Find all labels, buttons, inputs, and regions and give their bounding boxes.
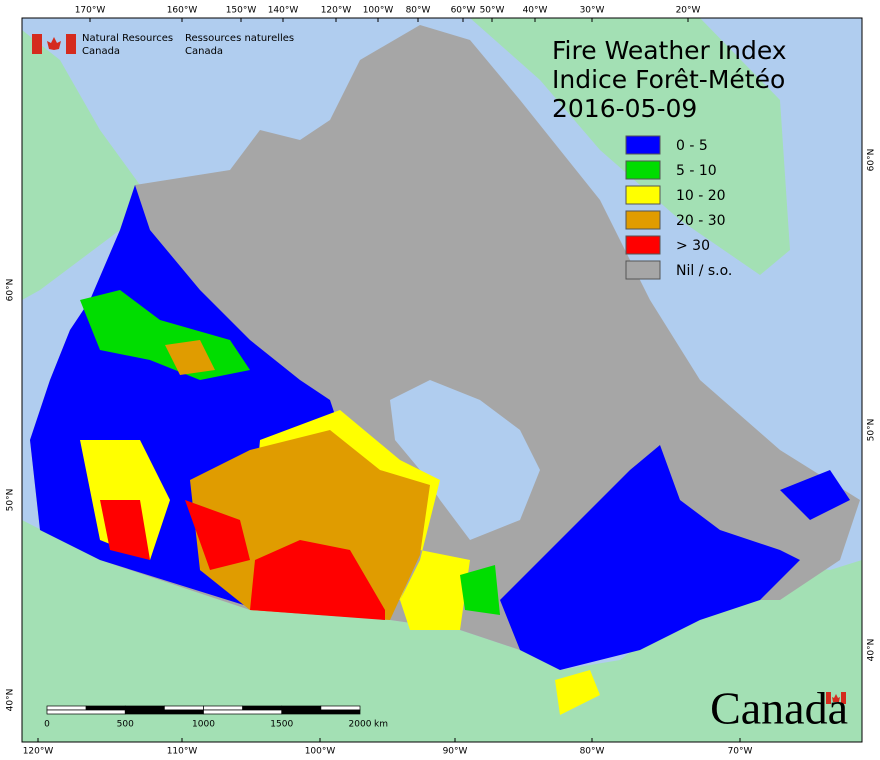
bottom-label: 100°W [305,747,336,757]
title-fr: Indice Forêt-Météo [552,65,785,94]
top-label: 100°W [363,6,394,16]
fwi-10-20-south-on [555,670,600,715]
usa [22,520,862,742]
fwi-20-30 [190,430,430,620]
agency-fr: Canada [185,46,223,57]
flag-left [32,34,42,54]
top-label: 40°W [523,6,548,16]
top-label: 80°W [406,6,431,16]
scale-unit: km [374,720,388,730]
bottom-label: 90°W [443,747,468,757]
scale-segment [320,705,361,711]
scale-segment [124,705,165,711]
left-label: 60°N [6,279,16,302]
top-label: 150°W [226,6,257,16]
top-label: 60°W [451,6,476,16]
alaska [22,30,140,300]
legend-label: > 30 [676,238,710,254]
left-label: 40°N [6,689,16,712]
bottom-label: 110°W [167,747,198,757]
wordmark: Canada [710,683,848,734]
fwi-0-5-east [500,445,800,670]
legend-label: 10 - 20 [676,188,726,204]
legend-swatch [625,160,661,180]
wordmark-flag-r [841,692,846,704]
fwi-over-30-bc [100,500,150,560]
bottom-label: 70°W [728,747,753,757]
wordmark-leaf [832,694,840,702]
fwi-20-30-north [165,340,215,375]
scale-segment [281,709,361,715]
scale-segment [46,705,87,711]
legend-swatch [625,260,661,280]
scale-segment [242,705,283,711]
top-label: 170°W [75,6,106,16]
legend-swatch [625,185,661,205]
wordmark-flag-l [826,692,831,704]
fwi-over-30-south [250,540,385,620]
date: 2016-05-09 [552,94,697,123]
top-label: 50°W [480,6,505,16]
right-label: 50°N [867,419,877,442]
legend-label: Nil / s.o. [676,263,732,279]
scale-segment [164,705,204,711]
scale-segment [203,705,243,711]
map-area [21,17,863,743]
scale-label: 500 [117,720,134,730]
hudson-bay [390,380,540,540]
bottom-label: 120°W [23,747,54,757]
scale-segment [203,709,283,715]
right-label: 60°N [867,149,877,172]
scale-segment [85,705,126,711]
bottom-label: 80°W [580,747,605,757]
agency-fr: Ressources naturelles [185,33,294,44]
agency-en: Natural Resources [82,33,173,44]
scale-label: 2000 [349,720,372,730]
left-label: 50°N [6,489,16,512]
right-label: 40°N [867,639,877,662]
fwi-0-5-nfld [780,470,850,520]
top-label: 20°W [676,6,701,16]
title-en: Fire Weather Index [552,36,787,65]
legend-label: 20 - 30 [676,213,726,229]
flag-leaf [47,37,61,50]
top-label: 120°W [321,6,352,16]
scale-segment [124,709,204,715]
top-label: 160°W [167,6,198,16]
top-label: 30°W [580,6,605,16]
scale-label: 1500 [270,720,293,730]
legend-label: 5 - 10 [676,163,717,179]
scale-segment [46,709,126,715]
legend-swatch [625,210,661,230]
scale-label: 1000 [192,720,215,730]
scale-segment [281,705,322,711]
agency-en: Canada [82,46,120,57]
flag-right [66,34,76,54]
fwi-over-30 [185,500,250,570]
scale-label: 0 [44,720,50,730]
legend-swatch [625,235,661,255]
frame [21,17,863,743]
legend-label: 0 - 5 [676,138,708,154]
fwi-5-10-on [460,565,500,615]
legend-swatch [625,135,661,155]
top-label: 140°W [268,6,299,16]
